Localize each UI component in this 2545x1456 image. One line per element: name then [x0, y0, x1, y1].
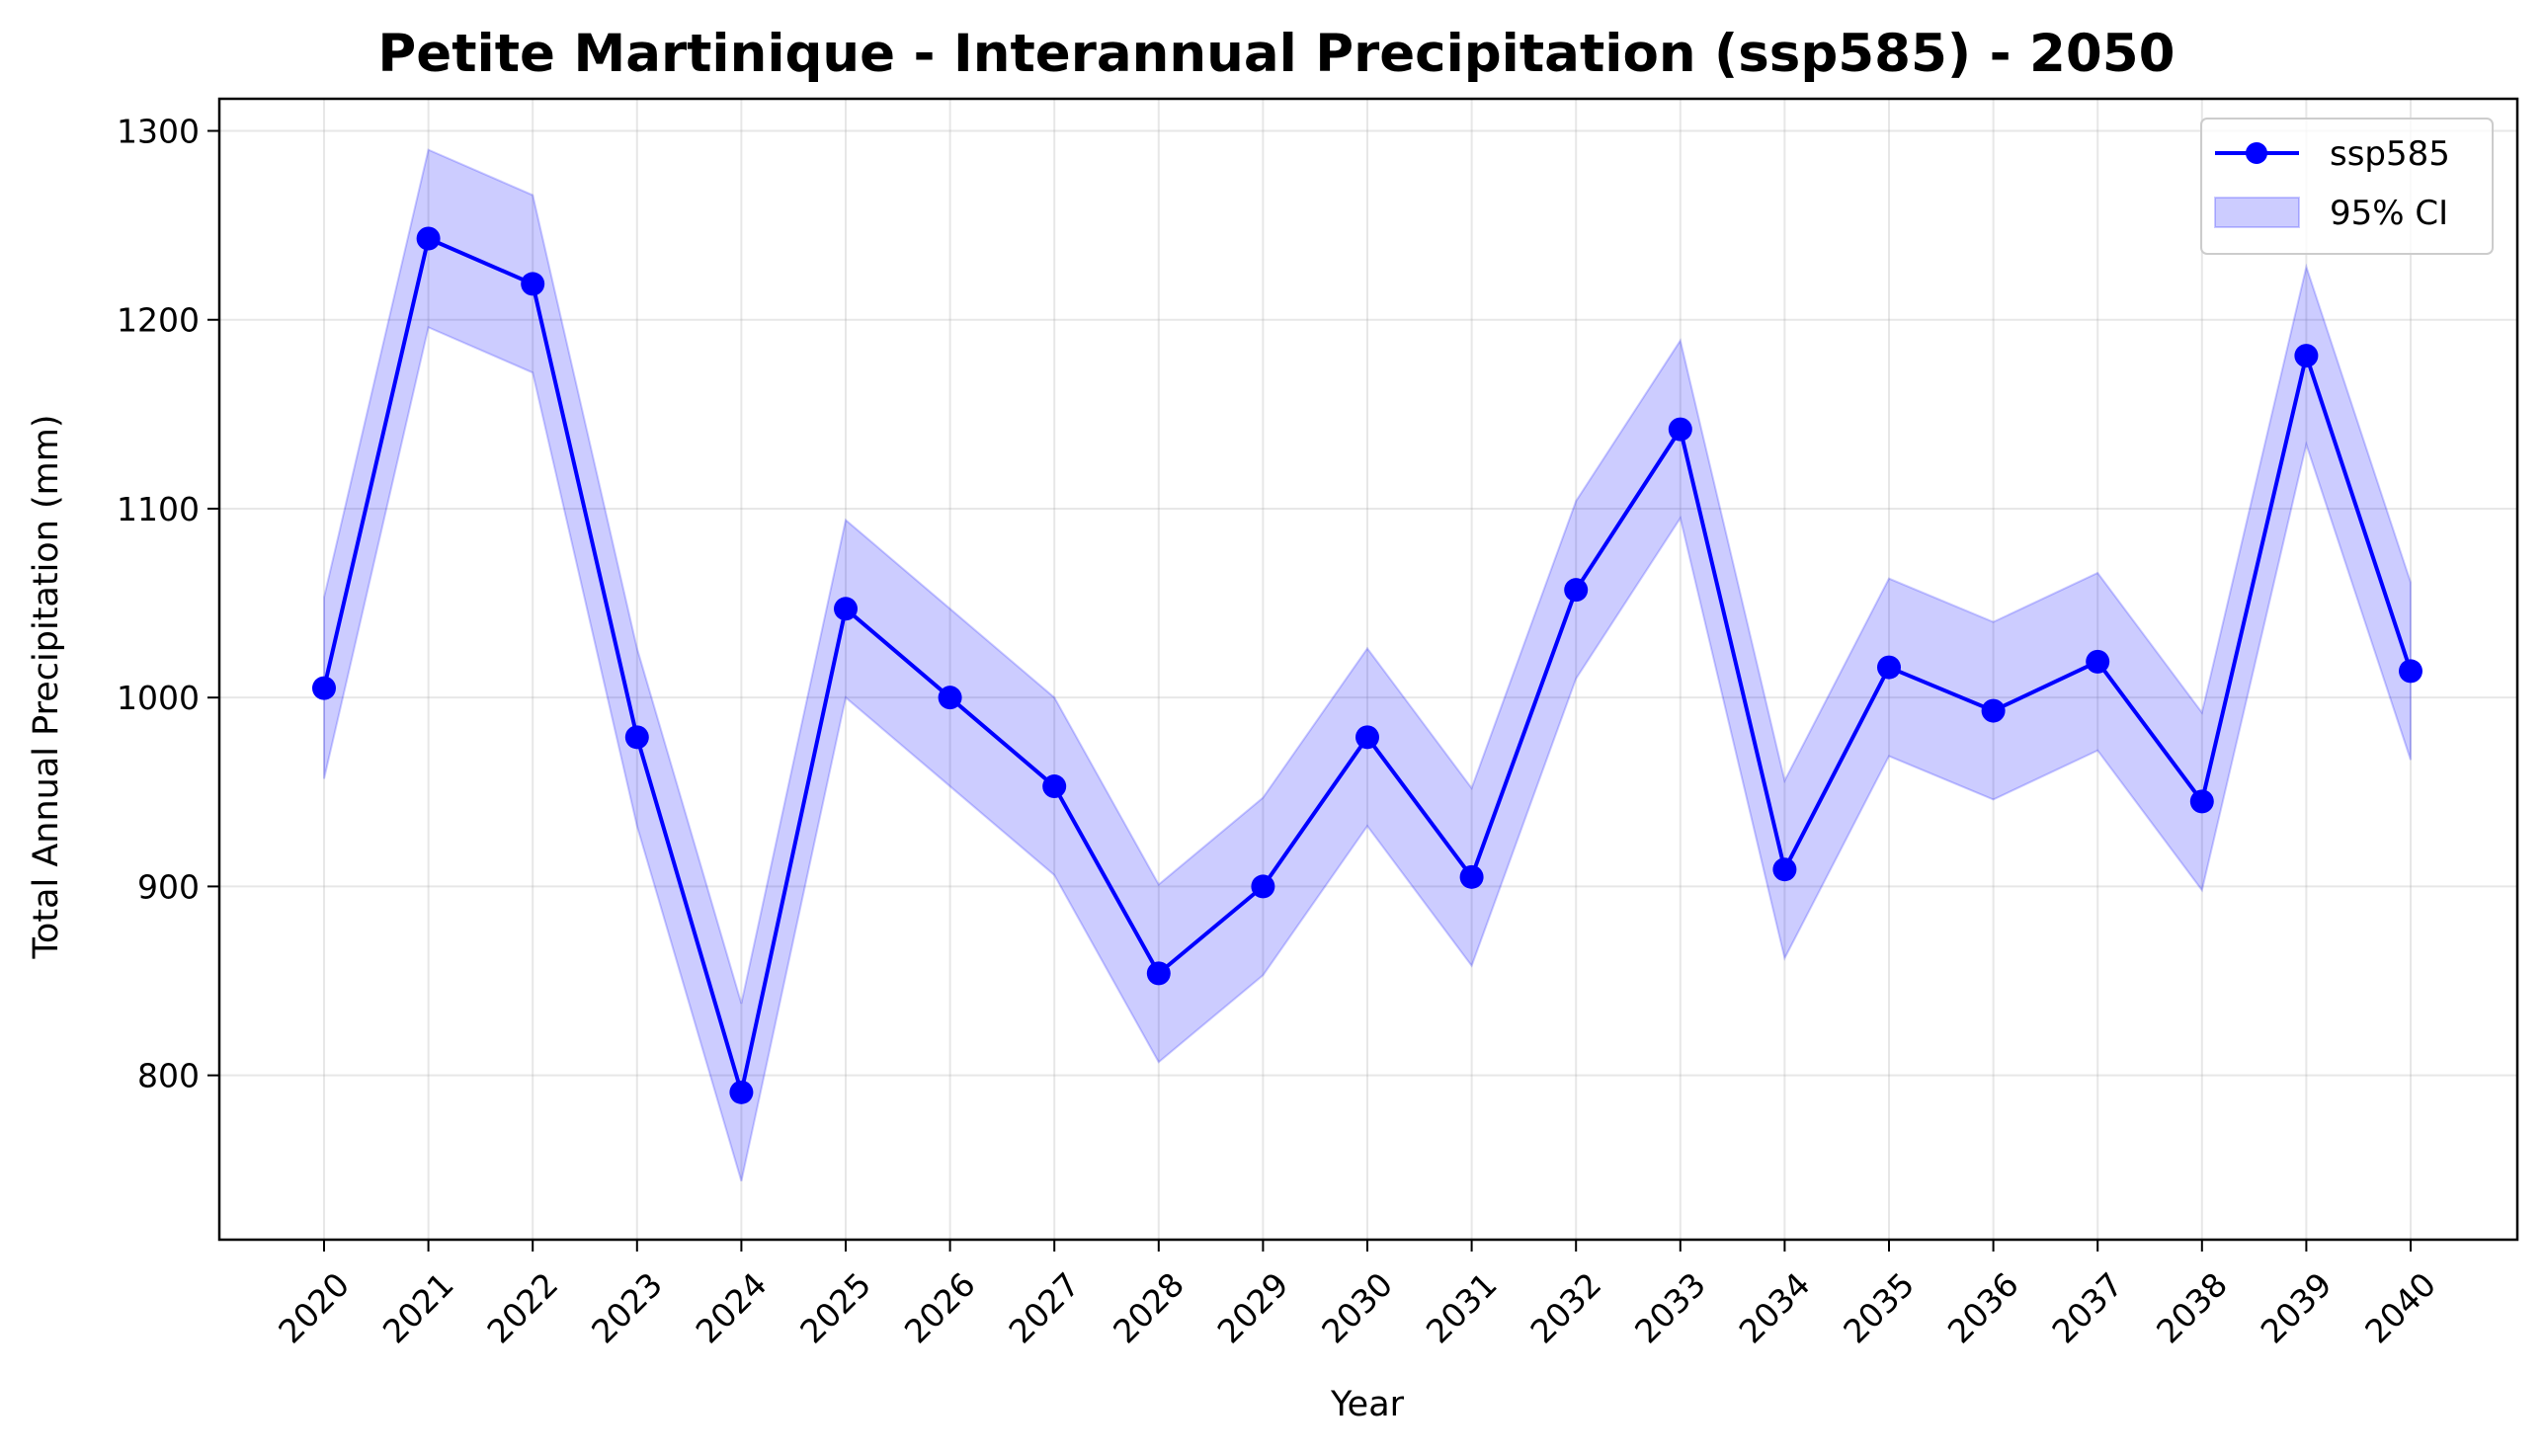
data-point	[834, 597, 858, 621]
x-axis-ticks: 2020 2021 2022 2023 2024 2025 2026 2027 2028 2029…	[271, 1240, 2443, 1351]
data-point	[1459, 864, 1484, 889]
x-tick-label: 2032	[1522, 1265, 1608, 1351]
data-point	[521, 272, 545, 296]
x-tick-label: 2020	[271, 1265, 357, 1351]
x-tick-label: 2038	[2149, 1265, 2235, 1351]
data-point	[2189, 789, 2214, 814]
data-point	[1564, 578, 1589, 603]
legend-band-swatch	[2214, 197, 2300, 228]
x-tick-label: 2037	[2044, 1265, 2130, 1351]
x-tick-label: 2028	[1106, 1265, 1191, 1351]
y-tick-label: 1200	[117, 301, 200, 340]
y-axis-label: Total Annual Precipitation (mm)	[27, 414, 66, 959]
x-tick-label: 2034	[1732, 1265, 1818, 1351]
x-tick-label: 2030	[1314, 1265, 1400, 1351]
data-point	[2086, 649, 2110, 674]
ci-band	[323, 148, 2412, 1182]
x-axis-label: Year	[1330, 1385, 1405, 1424]
x-tick-label: 2029	[1210, 1265, 1296, 1351]
x-tick-label: 2027	[1001, 1265, 1087, 1351]
data-point	[729, 1080, 754, 1104]
y-tick-label: 1300	[117, 113, 200, 151]
y-axis-ticks: 800 900 1000 1100 1200 1300	[117, 113, 219, 1095]
x-tick-label: 2033	[1627, 1265, 1713, 1351]
data-point	[1146, 961, 1171, 986]
x-tick-label: 2040	[2357, 1265, 2443, 1351]
x-tick-label: 2024	[689, 1265, 775, 1351]
grid-lines	[219, 99, 2517, 1240]
x-tick-label: 2026	[897, 1265, 983, 1351]
data-point	[938, 686, 962, 710]
data-point	[1877, 655, 1901, 680]
x-tick-label: 2023	[584, 1265, 670, 1351]
x-tick-label: 2022	[479, 1265, 565, 1351]
legend: ssp585 95% CI	[2200, 118, 2494, 255]
legend-label-ssp585: ssp585	[2330, 134, 2450, 174]
data-point	[2294, 344, 2319, 368]
data-point	[1981, 698, 2006, 723]
data-point	[1042, 774, 1067, 799]
data-point	[1251, 874, 1275, 899]
data-point	[416, 226, 441, 251]
data-point	[1668, 417, 1692, 442]
legend-label-ci: 95% CI	[2330, 194, 2448, 233]
legend-marker-swatch	[2246, 142, 2267, 164]
chart-title: Petite Martinique - Interannual Precipit…	[377, 24, 2175, 84]
data-point	[1772, 857, 1797, 882]
data-point	[624, 725, 649, 750]
x-tick-label: 2036	[1940, 1265, 2026, 1351]
x-tick-label: 2025	[792, 1265, 878, 1351]
data-point	[312, 676, 336, 700]
x-tick-label: 2039	[2254, 1265, 2340, 1351]
x-tick-label: 2021	[375, 1265, 461, 1351]
x-tick-label: 2035	[1836, 1265, 1922, 1351]
y-tick-label: 1000	[117, 679, 200, 717]
y-tick-label: 1100	[117, 490, 200, 528]
x-tick-label: 2031	[1419, 1265, 1505, 1351]
y-tick-label: 800	[137, 1057, 200, 1095]
ci-band-layer	[323, 148, 2412, 1182]
data-point	[1355, 725, 1379, 750]
data-point	[2399, 659, 2422, 684]
y-tick-label: 900	[137, 867, 200, 906]
series-points-layer	[312, 226, 2422, 1104]
